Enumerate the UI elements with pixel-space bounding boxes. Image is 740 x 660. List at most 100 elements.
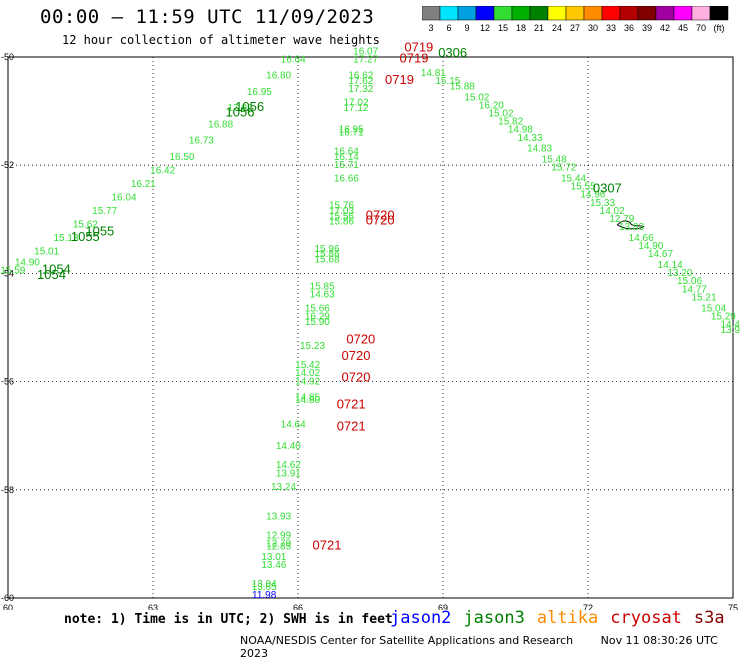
- wave-height-label: 13.24: [271, 482, 296, 493]
- y-tick-label: -52: [1, 160, 14, 170]
- wave-height-label: 16.64: [281, 54, 306, 65]
- wave-height-label: 14.90: [15, 257, 40, 268]
- scale-label: 18: [516, 23, 526, 33]
- wave-height-label: 15.02: [464, 92, 489, 103]
- pass-time-label: 1054: [37, 267, 66, 282]
- pass-time-label: 0720: [366, 207, 395, 222]
- wave-height-label: 14.64: [281, 420, 306, 431]
- chart-subtitle: 12 hour collection of altimeter wave hei…: [62, 33, 380, 47]
- wave-height-label: 12.99: [266, 530, 291, 541]
- wave-height-label: 14.40: [276, 441, 301, 452]
- wave-height-label: 13.99: [720, 325, 740, 336]
- wave-height-label: 14.77: [682, 284, 707, 295]
- wave-height-label: 16.14: [334, 152, 359, 163]
- wave-height-label: 15.68: [314, 255, 339, 266]
- pass-time-label: 0306: [438, 45, 467, 60]
- x-tick-label: 60: [3, 603, 13, 610]
- wave-height-label: 17.03: [329, 206, 354, 217]
- wave-height-label: 15.02: [488, 109, 513, 120]
- satellite-name: cryosat: [610, 608, 682, 628]
- wave-height-label: 15.56: [329, 211, 354, 222]
- scale-label: 3: [428, 23, 433, 33]
- wave-height-label: 14.02: [295, 368, 320, 379]
- wave-height-label: 15.90: [305, 317, 330, 328]
- wave-height-label: 15.01: [34, 246, 59, 257]
- x-tick-label: 66: [293, 603, 303, 610]
- wave-height-label: 16.66: [334, 173, 359, 184]
- wave-height-label: 15.13: [53, 233, 78, 244]
- pass-time-label: 0721: [337, 418, 366, 433]
- pass-time-label: 1056: [235, 99, 264, 114]
- y-tick-label: -54: [1, 268, 14, 278]
- wave-height-label: 16.07: [353, 46, 378, 57]
- x-tick-label: 75: [728, 603, 738, 610]
- pass-time-label: 1055: [71, 229, 100, 244]
- x-tick-label: 69: [438, 603, 448, 610]
- wave-height-label: 15.71: [334, 160, 359, 171]
- wave-height-label: 15.72: [551, 163, 576, 174]
- satellite-name: altika: [536, 608, 599, 628]
- wave-height-label: 15.62: [73, 219, 98, 230]
- y-tick-label: -58: [1, 485, 14, 495]
- wave-height-label: 12.85: [266, 541, 291, 552]
- wave-height-label: 16.62: [348, 71, 373, 82]
- island-outline: [616, 220, 645, 230]
- x-tick-label: 63: [148, 603, 158, 610]
- wave-height-label: 17.27: [353, 54, 378, 65]
- plot-frame: [7, 56, 734, 599]
- wave-height-label: 15.82: [498, 117, 523, 128]
- wave-height-label: 14.02: [600, 206, 625, 217]
- pass-time-label: 0719: [385, 72, 414, 87]
- wave-height-label: 13.46: [261, 560, 286, 571]
- scale-swatch: [709, 6, 729, 21]
- wave-height-label: 15.66: [305, 303, 330, 314]
- wave-height-label: 15.33: [590, 198, 615, 209]
- wave-height-label: 13.04: [252, 579, 277, 590]
- wave-height-label: 13.20: [667, 268, 692, 279]
- wave-height-label: 15.04: [701, 303, 726, 314]
- wave-height-label: 16.29: [305, 311, 330, 322]
- y-tick-label: -56: [1, 377, 14, 387]
- credit-line: NOAA/NESDIS Center for Satellite Applica…: [240, 634, 740, 660]
- wave-height-label: 15.55: [571, 182, 596, 193]
- scale-label: 15: [498, 23, 508, 33]
- pass-time-label: 0307: [593, 180, 622, 195]
- wave-height-label: 15.21: [691, 292, 716, 303]
- wave-height-label: 14.85: [295, 393, 320, 404]
- wave-height-label: 16.71: [339, 127, 364, 138]
- scale-label: 27: [570, 23, 580, 33]
- wave-height-label: 14.81: [421, 68, 446, 79]
- pass-time-label: 0721: [337, 397, 366, 412]
- satellite-name: jason3: [463, 608, 525, 628]
- wave-height-label: 13.83: [619, 222, 644, 233]
- wave-height-label: 16.88: [208, 119, 233, 130]
- wave-height-label: 15.42: [295, 360, 320, 371]
- wave-height-label: 12.79: [609, 214, 634, 225]
- scale-label: 9: [464, 23, 469, 33]
- scale-label: 45: [678, 23, 688, 33]
- wave-height-label: 16.21: [131, 179, 156, 190]
- satellite-name: s3a: [693, 608, 725, 628]
- pass-time-label: 1054: [42, 261, 71, 276]
- wave-height-label: 14.96: [580, 190, 605, 201]
- wave-height-label: 12.79: [266, 539, 291, 550]
- color-scale-legend: 3 6 9 12 15 18 21 24 27 30 33 36 39 42 45 70 (ft): [422, 6, 729, 33]
- chart-title: 00:00 – 11:59 UTC 11/09/2023: [40, 6, 375, 28]
- wave-height-label: 14.90: [638, 241, 663, 252]
- wave-height-label: 16.73: [189, 136, 214, 147]
- pass-time-label: 0720: [346, 332, 375, 347]
- wave-height-label: 15.44: [561, 173, 586, 184]
- wave-height-label: 14.62: [276, 460, 301, 471]
- altimeter-chart: 60 63 66 69 72 75 -50 -52 -54 -56 -58 -60 16.0717.27…: [0, 40, 740, 610]
- wave-height-label: 15.85: [310, 282, 335, 293]
- wave-height-label: 13.01: [261, 552, 286, 563]
- wave-height-label: 17.02: [343, 98, 368, 109]
- wave-height-label: 17.62: [348, 76, 373, 87]
- pass-time-label: 0721: [313, 537, 342, 552]
- wave-height-label: 16.95: [247, 87, 272, 98]
- satellite-name: jason2: [390, 608, 452, 628]
- pass-time-label: 0719: [400, 50, 429, 65]
- wave-height-label: 14.98: [508, 125, 533, 136]
- wave-height-label: 15.88: [450, 81, 475, 92]
- scale-label: 70: [696, 23, 706, 33]
